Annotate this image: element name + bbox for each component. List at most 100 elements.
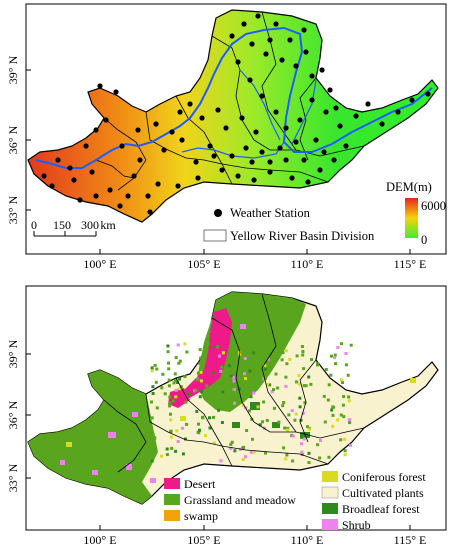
land-cover-pixel [248,409,252,413]
weather-station-dot [195,175,201,181]
land-cover-pixel [319,439,322,442]
weather-station-dot [93,127,99,133]
land-cover-pixel [270,390,274,394]
weather-station-dot [249,159,255,165]
weather-station-dot [249,41,255,47]
dem-legend-title: DEM(m) [386,180,432,194]
land-cover-pixel [199,379,203,383]
land-cover-pixel [174,356,178,360]
legend-label: Broadleaf forest [342,502,420,516]
land-cover-pixel [318,456,322,460]
shrub-patches [60,324,246,483]
x-tick-label: 100° E [83,257,116,271]
land-cover-pixel [263,377,267,380]
legend-item-cultivated: Cultivated plants [321,486,424,500]
x-tick-label: 105° E [187,257,220,271]
land-cover-pixel [324,368,328,371]
land-cover-map-panel: 39° N 36° N 33° N 100° E 105° E 110° E 1… [0,282,451,550]
land-cover-pixel [309,382,313,386]
land-cover-pixel [307,427,311,431]
weather-station-dot [327,87,333,93]
weather-station-dot [93,193,99,199]
land-cover-pixel [221,390,225,394]
land-cover-pixel [163,392,167,396]
x-tick-label: 115° E [394,533,427,547]
land-cover-pixel [168,395,172,399]
land-cover-pixel [229,374,233,378]
land-cover-pixel [232,388,236,391]
y-axis: 39° N 36° N 33° N [6,339,31,492]
weather-station-dot [333,105,339,111]
land-cover-pixel [323,420,327,424]
land-cover-pixel [176,381,179,384]
legend-label: Cultivated plants [342,486,424,500]
land-cover-pixel [268,383,272,387]
land-cover-pixel [219,459,223,463]
weather-station-dot [319,67,325,73]
land-cover-pixel [167,384,171,388]
land-cover-pixel [150,400,153,404]
land-cover-pixel [200,390,204,394]
land-cover-pixel [284,384,288,388]
desert-region [180,308,232,400]
land-cover-pixel [294,412,298,416]
land-cover-pixel [295,354,299,358]
land-cover-pixel [198,395,202,399]
land-cover-pixel [245,429,249,432]
land-cover-pixel [198,362,202,365]
land-cover-pixel [307,461,311,464]
land-cover-pixel [301,411,305,415]
y-tick-label: 36° N [6,125,20,154]
weather-station-dot [187,101,193,107]
land-cover-pixel [184,437,187,441]
land-cover-pixel [342,395,346,399]
coniferous-forest-patches [66,378,416,447]
weather-station-dot [301,27,307,33]
land-cover-pixel [199,370,203,374]
shrub-swatch [322,519,338,530]
land-cover-pixel [198,348,202,352]
weather-station-dot [179,137,185,143]
land-cover-pixel [200,359,203,363]
land-cover-pixel [183,375,187,379]
land-cover-pixel [240,394,244,398]
land-cover-pixel [219,369,222,373]
land-cover-pixel [310,358,313,362]
land-cover-pixel [349,343,353,347]
land-cover-pixel [176,440,180,443]
weather-station-dot [425,91,431,97]
weather-station-dot [169,129,175,135]
land-cover-pixel [285,453,289,457]
land-cover-pixel [306,425,309,429]
land-cover-pixel [240,352,244,356]
dem-min-label: 0 [421,233,427,247]
weather-station-dot [193,159,199,165]
land-cover-pixel [331,413,335,417]
yellow-river-mainstem [35,26,433,169]
land-cover-map-figure: 39° N 36° N 33° N 100° E 105° E 110° E 1… [6,285,447,547]
land-cover-pixel [274,352,278,356]
y-axis: 39° N 36° N 33° N [6,55,31,224]
weather-station-dot [55,157,61,163]
land-cover-pixel [217,408,221,412]
land-cover-pixel [199,356,203,360]
weather-station-dot [379,121,385,127]
land-cover-pixel [297,382,301,386]
land-cover-pixel [208,426,212,430]
land-cover-pixel [281,404,285,408]
weather-station-dot [235,173,241,179]
weather-station-dot [273,21,279,27]
weather-station-dot [409,97,415,103]
land-cover-pixel [256,405,260,409]
land-cover-pixel [261,420,264,424]
legend-label: Desert [184,477,216,491]
land-cover-pixel [340,342,343,346]
basin-division-symbol-icon [203,229,227,242]
weather-station-dot [313,137,319,143]
legend-item-broadleaf: Broadleaf forest [322,502,420,516]
land-cover-pixel [169,418,173,422]
weather-station-dot [113,89,119,95]
weather-station-dot [243,145,249,151]
land-cover-pixel [153,363,157,367]
weather-station-dot [305,179,311,185]
